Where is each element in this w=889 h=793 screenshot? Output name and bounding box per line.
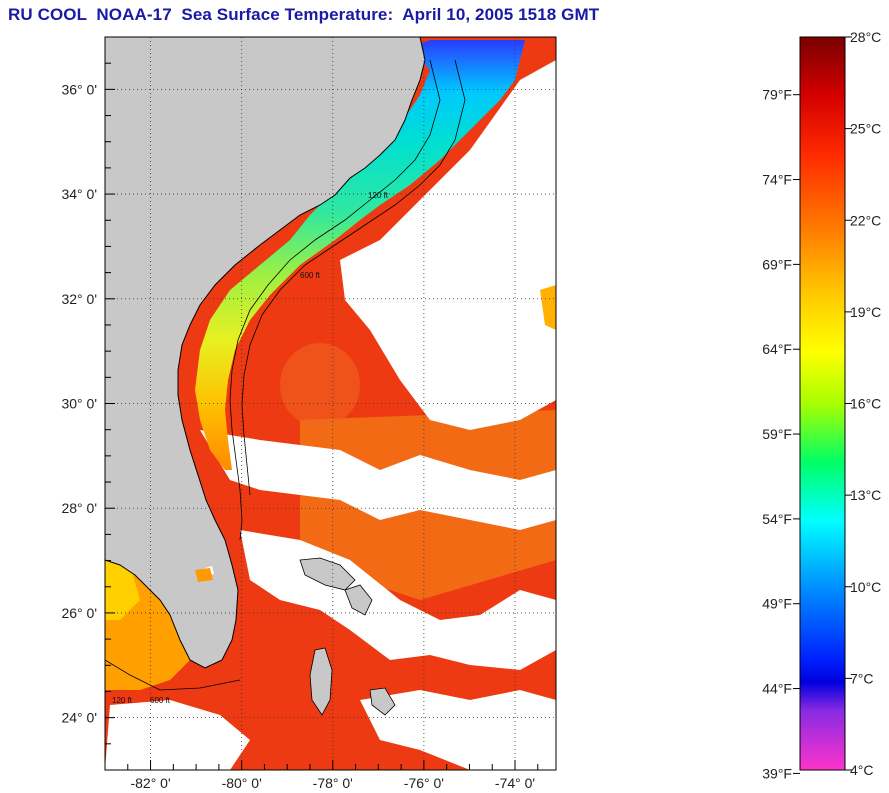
island-abaco — [344, 584, 373, 616]
cloud-region-ne — [340, 60, 556, 430]
contour-600ft — [241, 59, 466, 496]
colorbar-fahrenheit-label: 44°F — [762, 681, 792, 697]
colorbar-celsius-label: 19°C — [850, 304, 881, 320]
lat-tick-label: 28° 0' — [61, 500, 97, 516]
colorbar: 79°F 74°F 69°F 64°F 59°F 54°F 49°F 44°F 39°F 28°… — [762, 29, 881, 781]
lat-tick-label: 32° 0' — [61, 291, 97, 307]
continental-shelf-water — [195, 40, 525, 470]
contour-gulf — [105, 659, 241, 691]
contour-label-600: 600 ft — [300, 271, 321, 280]
colorbar-fahrenheit-label: 49°F — [762, 596, 792, 612]
cloud-band-south — [200, 430, 556, 530]
contour-label-gulf-120: 120 ft — [112, 696, 133, 705]
colorbar-fahrenheit-label: 59°F — [762, 426, 792, 442]
colorbar-celsius-label: 13°C — [850, 487, 881, 503]
lat-tick-label: 30° 0' — [61, 396, 97, 412]
contour-label-gulf-600: 600 ft — [150, 696, 171, 705]
lat-tick-label: 26° 0' — [61, 605, 97, 621]
sst-east-patch — [540, 285, 556, 330]
island-andros — [309, 647, 333, 716]
lat-tick-label: 24° 0' — [61, 710, 97, 726]
contour-120ft — [229, 59, 441, 541]
colorbar-celsius-label: 28°C — [850, 29, 881, 45]
map-area: 120 ft 600 ft 120 ft 600 ft — [105, 37, 556, 770]
cloud-patch-se — [360, 690, 556, 770]
colorbar-gradient — [799, 36, 846, 771]
warm-eddy — [280, 343, 360, 427]
colorbar-celsius-label: 16°C — [850, 396, 881, 412]
lon-tick-label: -74° 0' — [495, 775, 535, 791]
colorbar-fahrenheit-label: 39°F — [762, 765, 792, 781]
land-north-america — [105, 37, 426, 669]
lake-okeechobee — [195, 568, 213, 582]
island-exuma — [369, 687, 396, 716]
latitude-axis: 36° 0' 34° 0' 32° 0' 30° 0' 28° 0' 26° 0' 24° … — [61, 36, 115, 771]
colorbar-fahrenheit-label: 79°F — [762, 87, 792, 103]
lat-tick-label: 36° 0' — [61, 81, 97, 97]
colorbar-fahrenheit-labels: 79°F 74°F 69°F 64°F 59°F 54°F 49°F 44°F 39°F — [762, 87, 800, 781]
colorbar-fahrenheit-label: 74°F — [762, 172, 792, 188]
colorbar-celsius-label: 10°C — [850, 579, 881, 595]
contour-label-120: 120 ft — [368, 191, 389, 200]
gulf-cool-water — [105, 560, 140, 620]
colorbar-celsius-label: 4°C — [850, 762, 874, 778]
colorbar-celsius-label: 22°C — [850, 212, 881, 228]
lon-tick-label: -82° 0' — [130, 775, 170, 791]
colorbar-celsius-label: 7°C — [850, 670, 874, 686]
colorbar-celsius-labels: 28°C 25°C 22°C 19°C 16°C 13°C 10°C 7°C 4°C — [845, 29, 881, 778]
lon-tick-label: -76° 0' — [404, 775, 444, 791]
lat-tick-label: 34° 0' — [61, 186, 97, 202]
colorbar-fahrenheit-label: 54°F — [762, 511, 792, 527]
lon-tick-label: -78° 0' — [313, 775, 353, 791]
colorbar-fahrenheit-label: 64°F — [762, 341, 792, 357]
longitude-axis: -82° 0' -80° 0' -78° 0' -76° 0' -74° 0' — [104, 760, 539, 791]
map-title: RU COOL NOAA-17 Sea Surface Temperature:… — [8, 5, 600, 24]
lon-tick-label: -80° 0' — [222, 775, 262, 791]
island-grand-bahama — [299, 557, 356, 591]
colorbar-fahrenheit-label: 69°F — [762, 256, 792, 272]
colorbar-celsius-label: 25°C — [850, 121, 881, 137]
